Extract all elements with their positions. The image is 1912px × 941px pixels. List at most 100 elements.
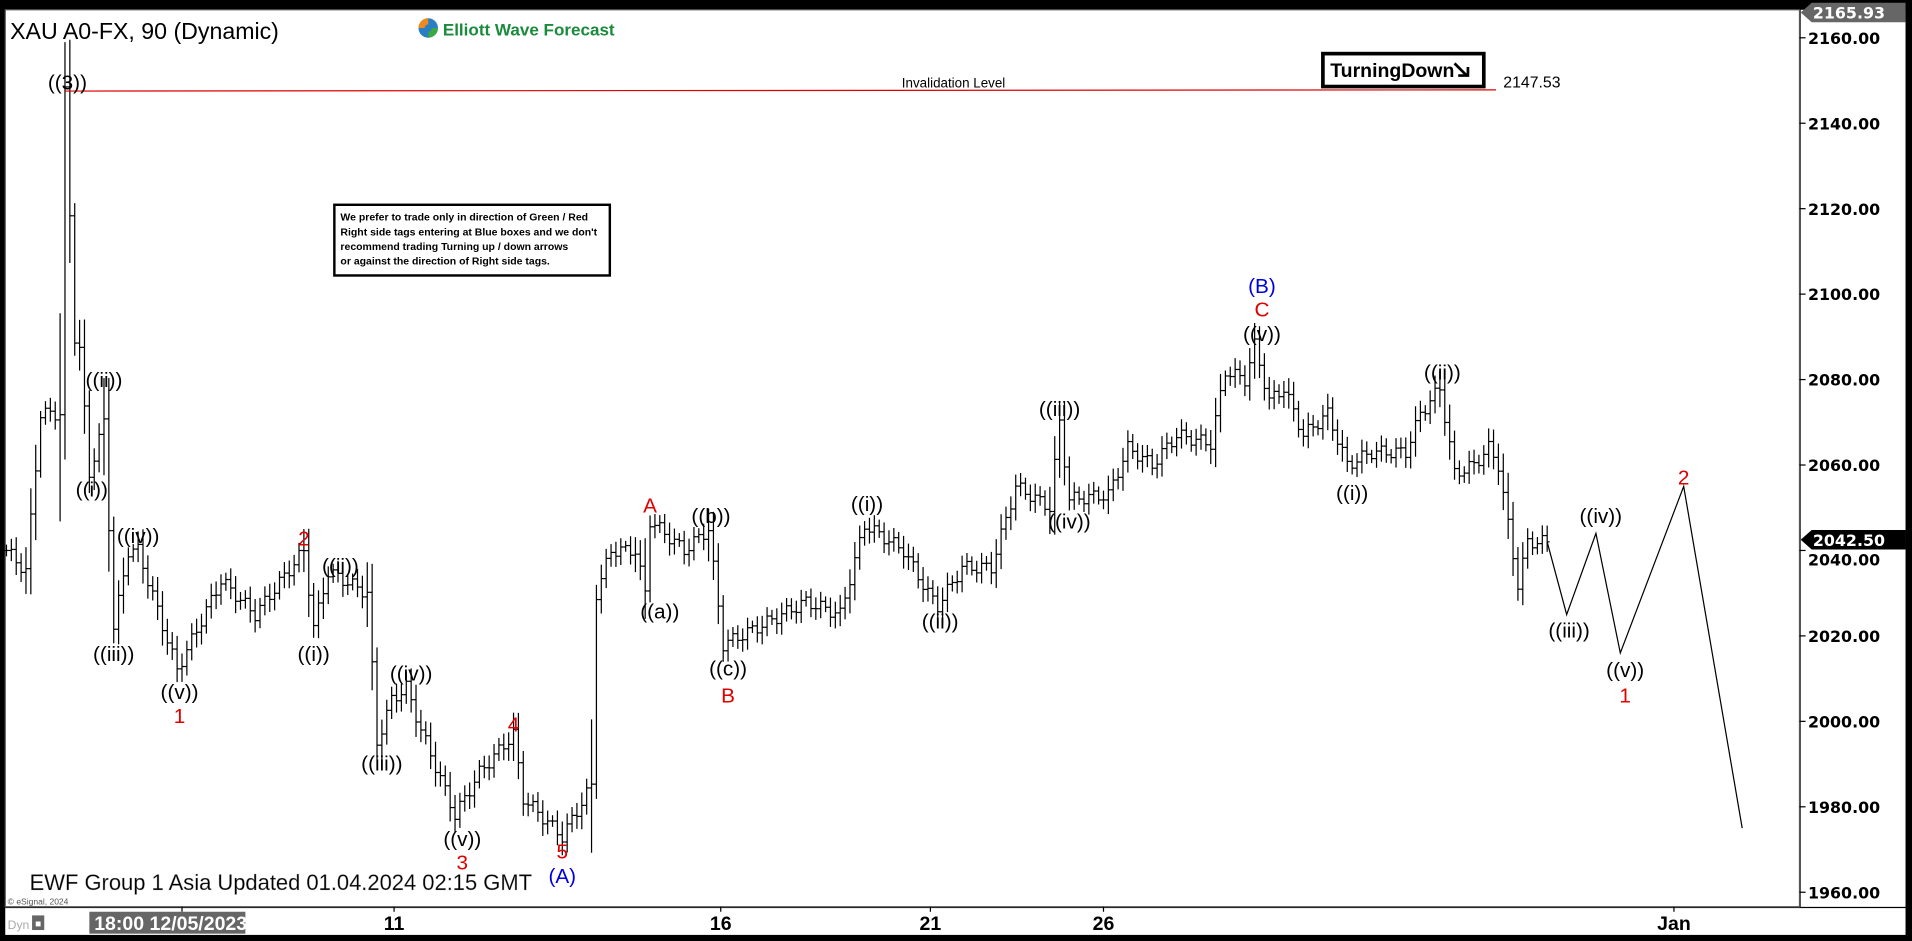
- wave-label: 2: [298, 527, 310, 550]
- price-bar: [593, 584, 599, 799]
- price-bar: [603, 548, 609, 589]
- price-bar: [164, 618, 170, 655]
- price-bar: [491, 744, 497, 778]
- price-bar: [876, 519, 882, 538]
- price-bar: [233, 576, 239, 614]
- price-axis[interactable]: [1800, 9, 1906, 907]
- price-bar: [745, 617, 751, 650]
- price-bar: [291, 554, 297, 586]
- price-bar: [1515, 547, 1521, 601]
- price-bar: [52, 401, 58, 430]
- price-bar: [1164, 432, 1170, 460]
- time-axis[interactable]: [5, 908, 1906, 935]
- price-bar: [691, 526, 697, 561]
- notice-line: Right side tags entering at Blue boxes a…: [340, 227, 597, 238]
- price-bar: [1013, 474, 1019, 521]
- y-tick-label: 2100.00: [1808, 285, 1880, 304]
- price-bar: [545, 810, 551, 835]
- price-bar: [842, 586, 848, 620]
- wave-label: 5: [557, 841, 569, 864]
- price-bar: [160, 591, 165, 646]
- price-bar: [1237, 360, 1243, 385]
- price-bar: [125, 547, 131, 586]
- price-bar: [1071, 482, 1077, 510]
- price-bar: [1076, 486, 1082, 505]
- price-bar: [320, 577, 326, 619]
- price-bar: [652, 513, 658, 539]
- price-bar: [1383, 438, 1389, 463]
- price-bar: [710, 511, 716, 581]
- price-bar: [662, 513, 668, 544]
- x-tick-label: 21: [920, 913, 942, 935]
- price-bar: [1135, 443, 1141, 470]
- price-bar: [1520, 542, 1526, 606]
- price-bar: [252, 599, 258, 633]
- price-bar: [657, 515, 663, 534]
- price-bar: [394, 683, 399, 713]
- price-bar: [959, 555, 965, 593]
- price-bar: [608, 544, 614, 567]
- price-bar: [1003, 506, 1009, 540]
- price-bar: [1081, 490, 1087, 512]
- price-bar: [13, 537, 19, 576]
- price-bar: [272, 582, 278, 611]
- price-bar: [1281, 380, 1287, 409]
- lock-icon[interactable]: [32, 915, 45, 931]
- price-bar: [564, 813, 570, 853]
- price-bar: [194, 618, 200, 648]
- price-bar: [584, 778, 590, 815]
- price-bar: [1169, 436, 1175, 454]
- price-bar: [789, 598, 794, 620]
- y-tick-label: 2000.00: [1808, 712, 1880, 731]
- price-bar: [1198, 424, 1204, 450]
- price-bar: [1032, 483, 1038, 513]
- price-bar: [86, 390, 92, 494]
- price-bar: [1447, 404, 1453, 460]
- price-bar: [1057, 401, 1063, 478]
- plot-area[interactable]: [4, 9, 1801, 908]
- price-bar: [901, 535, 907, 569]
- price-bar: [472, 770, 477, 808]
- x-tick-highlight: [89, 911, 246, 934]
- price-bar: [1476, 454, 1482, 474]
- price-bar: [398, 683, 404, 712]
- price-bar: [257, 597, 263, 629]
- price-bar: [91, 448, 97, 491]
- price-bar: [1388, 449, 1394, 464]
- price-bar: [852, 542, 858, 601]
- price-bar: [730, 626, 736, 647]
- wave-label: ((b)): [691, 505, 730, 528]
- wave-label: ((iv)): [1048, 510, 1091, 533]
- price-bar: [481, 755, 487, 779]
- high-price-marker-label: 2165.93: [1813, 4, 1885, 23]
- price-bar: [550, 815, 555, 827]
- price-bar: [247, 586, 253, 623]
- price-bar: [169, 632, 175, 660]
- y-tick-label: 1980.00: [1808, 798, 1880, 817]
- price-bar: [1227, 366, 1233, 386]
- price-bar: [262, 586, 268, 616]
- price-bar: [121, 557, 126, 614]
- price-bar: [311, 582, 317, 638]
- price-bar: [984, 555, 989, 571]
- wave-label: ((c)): [709, 658, 747, 681]
- last-price-marker-label: 2042.50: [1813, 531, 1885, 550]
- price-bar: [1257, 326, 1262, 379]
- price-bar: [18, 553, 24, 582]
- price-bar: [1213, 397, 1219, 468]
- wave-label: ((iii)): [1548, 620, 1589, 643]
- price-bar: [1247, 348, 1253, 401]
- price-bar: [1252, 322, 1258, 379]
- price-bar: [384, 699, 390, 745]
- price-bar: [1417, 400, 1423, 433]
- price-bar: [140, 529, 146, 584]
- price-bar: [1242, 365, 1248, 397]
- wave-label: ((iv)): [390, 662, 433, 685]
- price-bar: [189, 623, 195, 661]
- price-bar: [111, 516, 117, 644]
- price-bar: [559, 821, 565, 856]
- price-bar: [754, 616, 760, 643]
- price-bar: [832, 601, 838, 629]
- price-bar: [486, 755, 492, 781]
